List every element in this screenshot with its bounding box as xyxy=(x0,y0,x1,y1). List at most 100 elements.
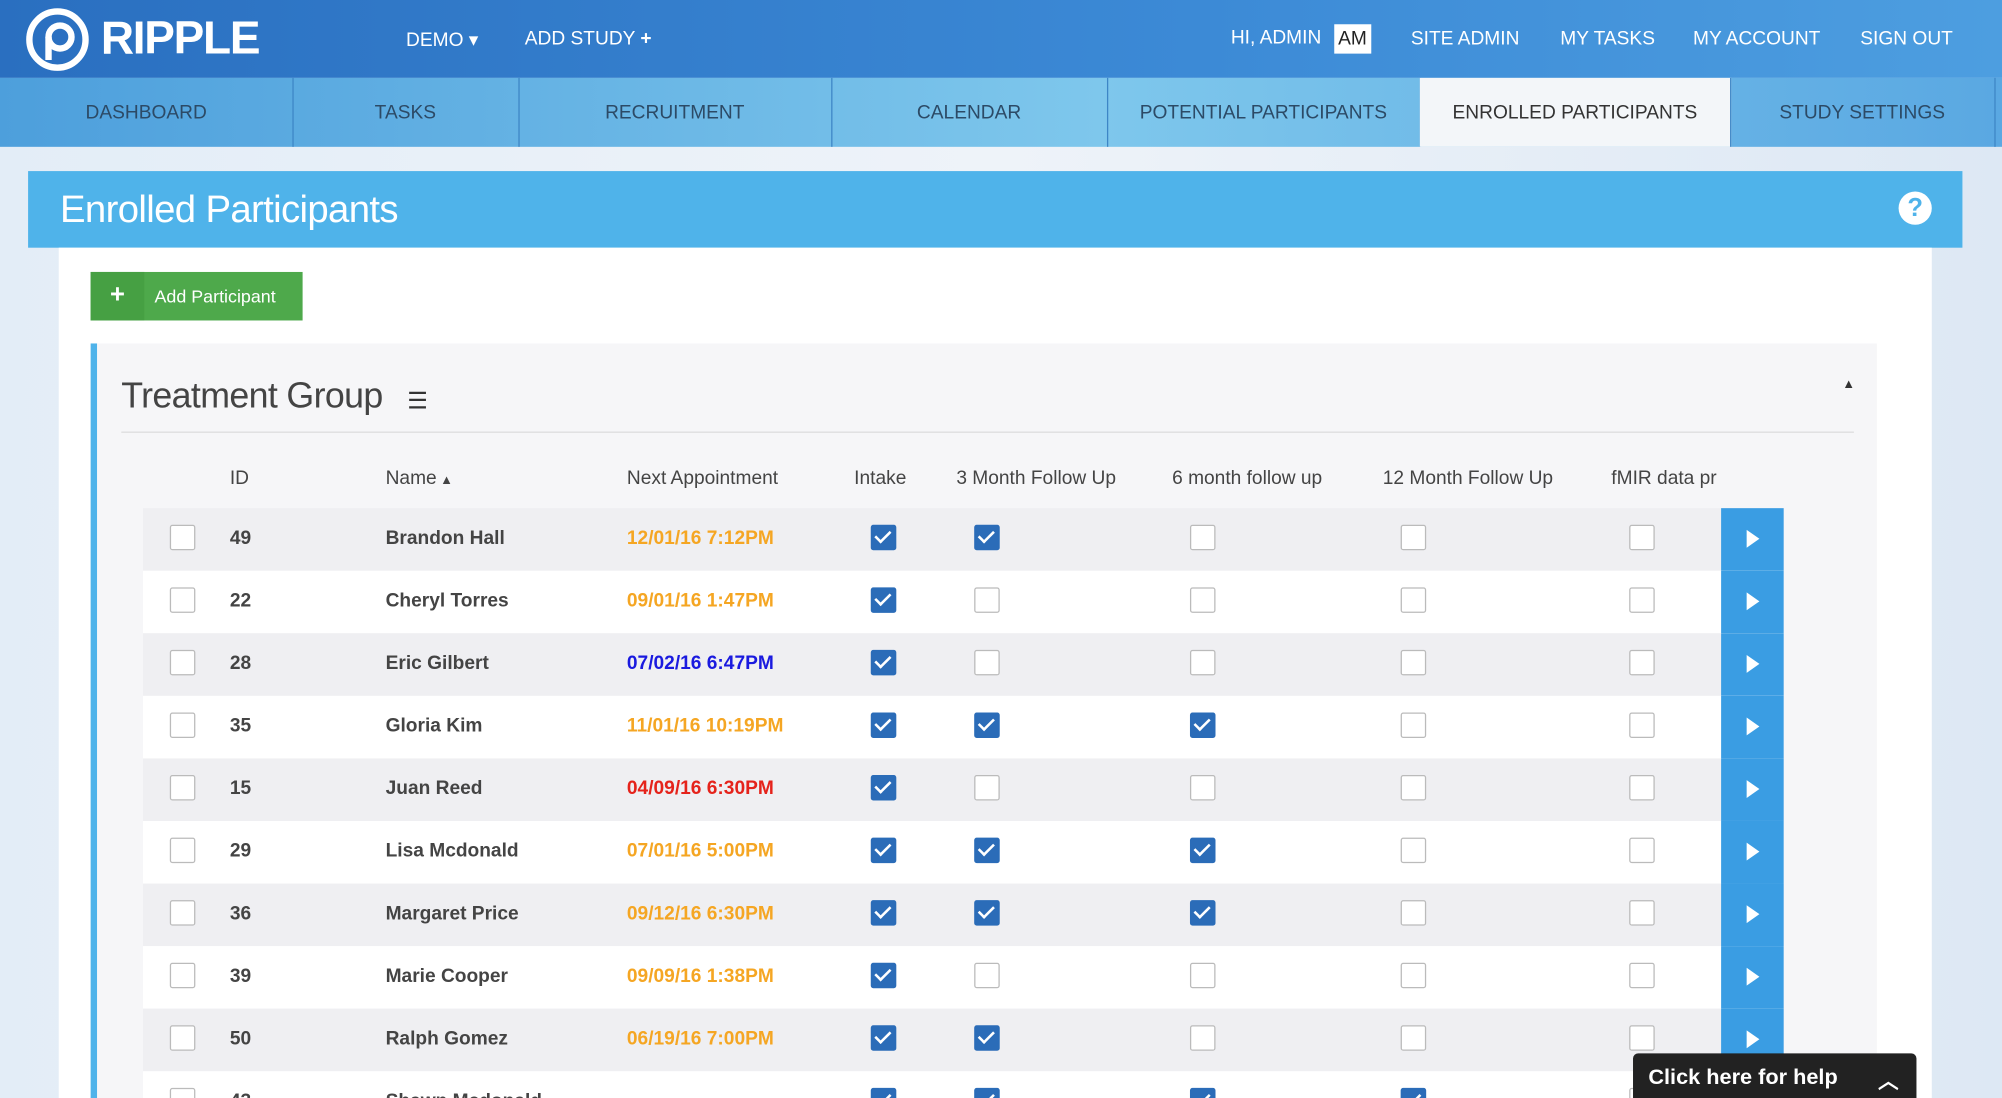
open-participant[interactable] xyxy=(1721,508,1784,571)
milestone-checkbox[interactable] xyxy=(1629,712,1655,738)
open-participant[interactable] xyxy=(1721,758,1784,821)
milestone-checkbox[interactable] xyxy=(974,962,1000,989)
select-checkbox[interactable] xyxy=(169,1087,196,1098)
milestone-checkbox[interactable] xyxy=(870,524,897,551)
milestone-checkbox[interactable] xyxy=(1189,775,1216,801)
tab[interactable]: TASKS xyxy=(292,77,520,147)
column-header[interactable]: Next Appointment xyxy=(627,467,778,489)
milestone-checkbox[interactable] xyxy=(1400,1087,1427,1098)
milestone-checkbox[interactable] xyxy=(1629,587,1655,613)
select-checkbox[interactable] xyxy=(169,1025,196,1051)
column-header[interactable]: 6 month follow up xyxy=(1172,467,1322,489)
nav-link[interactable]: SITE ADMIN xyxy=(1410,28,1520,50)
open-participant[interactable] xyxy=(1721,883,1784,947)
nav-link[interactable]: MY TASKS xyxy=(1560,28,1655,50)
milestone-checkbox[interactable] xyxy=(1189,712,1216,738)
tab[interactable]: ENROLLED PARTICIPANTS xyxy=(1419,77,1732,147)
open-participant[interactable] xyxy=(1721,820,1784,884)
milestone-checkbox[interactable] xyxy=(870,900,897,926)
milestone-checkbox[interactable] xyxy=(1189,524,1216,551)
milestone-checkbox[interactable] xyxy=(974,837,1000,864)
milestone-checkbox[interactable] xyxy=(1400,649,1427,676)
select-checkbox[interactable] xyxy=(169,837,196,864)
column-header[interactable]: Name ▲ xyxy=(386,467,453,489)
milestone-checkbox[interactable] xyxy=(870,1025,897,1051)
milestone-checkbox[interactable] xyxy=(1400,524,1427,551)
select-checkbox[interactable] xyxy=(169,962,196,989)
milestone-checkbox[interactable] xyxy=(1189,962,1216,989)
milestone-checkbox[interactable] xyxy=(1629,900,1655,926)
open-participant[interactable] xyxy=(1721,570,1784,634)
milestone-checkbox[interactable] xyxy=(1189,1087,1216,1098)
tab[interactable]: DASHBOARD xyxy=(0,77,294,147)
appointment: 04/09/16 6:30PM xyxy=(626,777,774,800)
milestone-checkbox[interactable] xyxy=(870,962,897,989)
milestone-checkbox[interactable] xyxy=(1189,587,1216,613)
milestone-checkbox[interactable] xyxy=(974,1025,1000,1051)
milestone-checkbox[interactable] xyxy=(1400,775,1427,801)
tab[interactable]: STUDY SETTINGS xyxy=(1730,77,1996,147)
milestone-checkbox[interactable] xyxy=(974,524,1000,551)
nav-link[interactable]: SIGN OUT xyxy=(1860,28,1953,50)
table-row: 36 Margaret Price 09/12/16 6:30PM xyxy=(143,883,1784,947)
select-checkbox[interactable] xyxy=(169,900,196,926)
column-header[interactable]: Intake xyxy=(854,467,906,489)
column-header[interactable]: 12 Month Follow Up xyxy=(1383,467,1553,489)
milestone-checkbox[interactable] xyxy=(1629,649,1655,676)
milestone-checkbox[interactable] xyxy=(1400,712,1427,738)
milestone-checkbox[interactable] xyxy=(1189,837,1216,864)
milestone-checkbox[interactable] xyxy=(1629,775,1655,801)
help-widget[interactable]: Click here for help ︿ xyxy=(1633,1053,1917,1098)
milestone-checkbox[interactable] xyxy=(974,1087,1000,1098)
open-participant[interactable] xyxy=(1721,946,1784,1009)
nav-add-study[interactable]: ADD STUDY + xyxy=(524,28,652,50)
milestone-checkbox[interactable] xyxy=(974,712,1000,738)
column-header[interactable]: ID xyxy=(230,467,249,489)
milestone-checkbox[interactable] xyxy=(1189,1025,1216,1051)
nav-link[interactable]: MY ACCOUNT xyxy=(1693,28,1821,50)
milestone-checkbox[interactable] xyxy=(1400,837,1427,864)
nav-demo[interactable]: DEMO ▾ xyxy=(406,29,479,52)
milestone-checkbox[interactable] xyxy=(1400,962,1427,989)
top-bar: RIPPLE DEMO ▾ ADD STUDY + HI, ADMIN AM S… xyxy=(0,0,2002,78)
milestone-checkbox[interactable] xyxy=(974,587,1000,613)
tab[interactable]: POTENTIAL PARTICIPANTS xyxy=(1107,77,1422,147)
milestone-checkbox[interactable] xyxy=(870,837,897,864)
tab[interactable]: CALENDAR xyxy=(831,77,1109,147)
milestone-checkbox[interactable] xyxy=(1189,900,1216,926)
column-header[interactable]: 3 Month Follow Up xyxy=(956,467,1116,489)
select-checkbox[interactable] xyxy=(169,524,196,551)
milestone-checkbox[interactable] xyxy=(974,649,1000,676)
milestone-checkbox[interactable] xyxy=(870,1087,897,1098)
milestone-checkbox[interactable] xyxy=(870,587,897,613)
open-participant[interactable] xyxy=(1721,633,1784,696)
tab[interactable]: RECRUITMENT xyxy=(518,77,833,147)
select-checkbox[interactable] xyxy=(169,649,196,676)
add-participant-button[interactable]: + Add Participant xyxy=(90,271,303,321)
table-row: 22 Cheryl Torres 09/01/16 1:47PM xyxy=(143,570,1784,634)
milestone-checkbox[interactable] xyxy=(1629,524,1655,551)
milestone-checkbox[interactable] xyxy=(870,775,897,801)
help-label: Click here for help xyxy=(1648,1064,1838,1090)
milestone-checkbox[interactable] xyxy=(870,649,897,676)
select-checkbox[interactable] xyxy=(169,775,196,801)
milestone-checkbox[interactable] xyxy=(1629,837,1655,864)
participant-name: Brandon Hall xyxy=(385,527,505,550)
open-participant[interactable] xyxy=(1721,695,1784,759)
list-icon[interactable]: ☰ xyxy=(407,388,428,414)
select-checkbox[interactable] xyxy=(169,587,196,613)
milestone-checkbox[interactable] xyxy=(974,775,1000,801)
collapse-icon[interactable]: ▲ xyxy=(1842,377,1856,392)
help-icon[interactable]: ? xyxy=(1898,191,1932,225)
milestone-checkbox[interactable] xyxy=(1400,1025,1427,1051)
milestone-checkbox[interactable] xyxy=(1400,900,1427,926)
column-label: ID xyxy=(229,467,249,490)
column-header[interactable]: fMIR data pr xyxy=(1611,467,1716,489)
milestone-checkbox[interactable] xyxy=(1629,1025,1655,1051)
milestone-checkbox[interactable] xyxy=(1629,962,1655,989)
milestone-checkbox[interactable] xyxy=(974,900,1000,926)
milestone-checkbox[interactable] xyxy=(1400,587,1427,613)
select-checkbox[interactable] xyxy=(169,712,196,738)
milestone-checkbox[interactable] xyxy=(870,712,897,738)
milestone-checkbox[interactable] xyxy=(1189,649,1216,676)
